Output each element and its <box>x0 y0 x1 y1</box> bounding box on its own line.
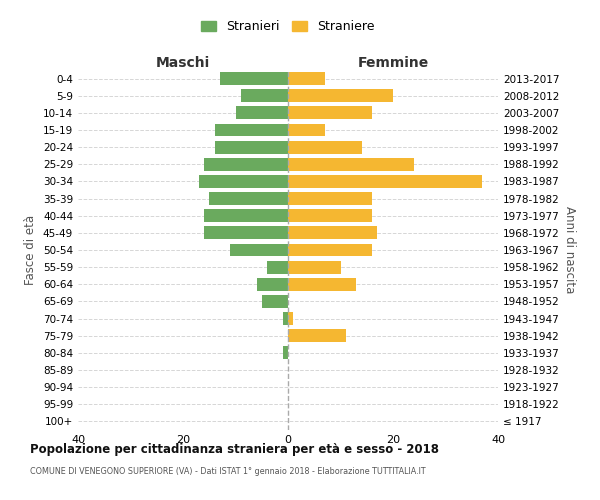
Y-axis label: Fasce di età: Fasce di età <box>25 215 37 285</box>
Bar <box>267 260 288 274</box>
Text: COMUNE DI VENEGONO SUPERIORE (VA) - Dati ISTAT 1° gennaio 2018 - Elaborazione TU: COMUNE DI VENEGONO SUPERIORE (VA) - Dati… <box>30 468 425 476</box>
Bar <box>288 90 393 102</box>
Bar <box>288 330 346 342</box>
Bar <box>288 106 372 120</box>
Bar <box>199 175 288 188</box>
Bar <box>204 226 288 239</box>
Bar <box>288 278 356 290</box>
Bar <box>288 244 372 256</box>
Bar <box>288 210 372 222</box>
Bar <box>288 124 325 136</box>
Bar <box>204 210 288 222</box>
Bar <box>235 106 288 120</box>
Bar <box>220 72 288 85</box>
Bar <box>288 140 361 153</box>
Bar <box>283 346 288 360</box>
Bar <box>288 72 325 85</box>
Bar <box>241 90 288 102</box>
Bar <box>288 192 372 205</box>
Text: Femmine: Femmine <box>358 56 428 70</box>
Text: Maschi: Maschi <box>156 56 210 70</box>
Bar <box>215 140 288 153</box>
Bar <box>283 312 288 325</box>
Text: Popolazione per cittadinanza straniera per età e sesso - 2018: Popolazione per cittadinanza straniera p… <box>30 442 439 456</box>
Y-axis label: Anni di nascita: Anni di nascita <box>563 206 576 294</box>
Bar <box>288 312 293 325</box>
Legend: Stranieri, Straniere: Stranieri, Straniere <box>196 15 380 38</box>
Bar <box>215 124 288 136</box>
Bar <box>209 192 288 205</box>
Bar <box>288 226 377 239</box>
Bar <box>288 260 341 274</box>
Bar <box>288 175 482 188</box>
Bar <box>288 158 414 170</box>
Bar <box>262 295 288 308</box>
Bar <box>257 278 288 290</box>
Bar <box>230 244 288 256</box>
Bar <box>204 158 288 170</box>
